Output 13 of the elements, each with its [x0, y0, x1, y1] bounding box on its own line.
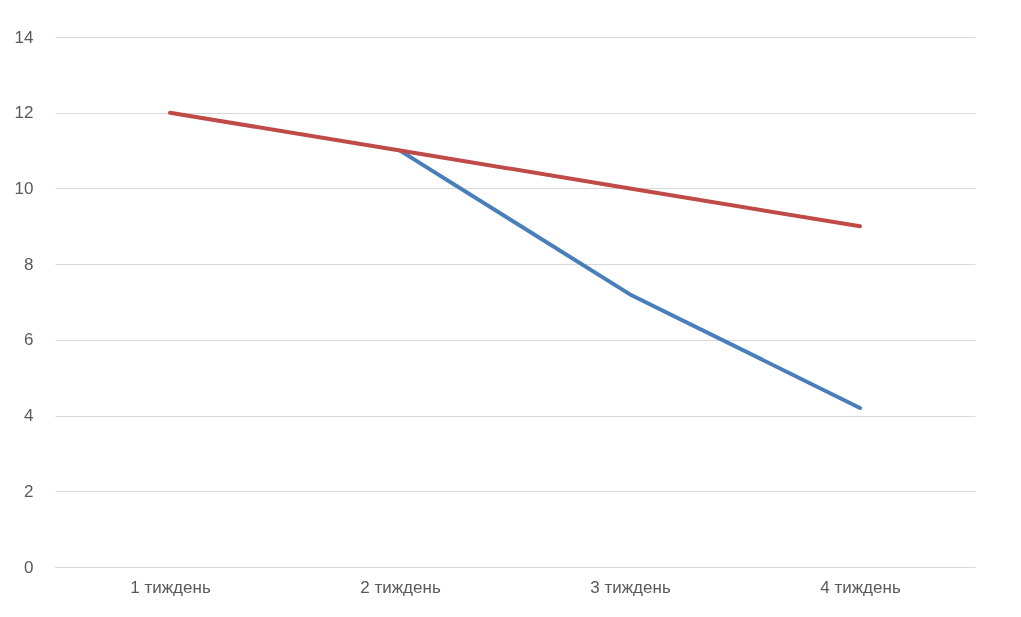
y-tick-label: 2	[24, 481, 34, 501]
line-series	[168, 110, 862, 229]
x-tick-label: 2 тиждень	[360, 577, 441, 597]
y-tick-label: 4	[24, 406, 34, 426]
x-tick-label: 3 тиждень	[590, 577, 671, 597]
y-tick-label: 0	[24, 557, 34, 577]
y-tick-label: 6	[24, 330, 34, 350]
x-tick-label: 4 тиждень	[820, 577, 901, 597]
y-tick-label: 10	[14, 178, 34, 198]
y-tick-label: 8	[24, 254, 34, 274]
x-tick-label: 1 тиждень	[130, 577, 211, 597]
y-tick-label: 12	[14, 103, 34, 123]
y-tick-label: 14	[14, 27, 34, 47]
